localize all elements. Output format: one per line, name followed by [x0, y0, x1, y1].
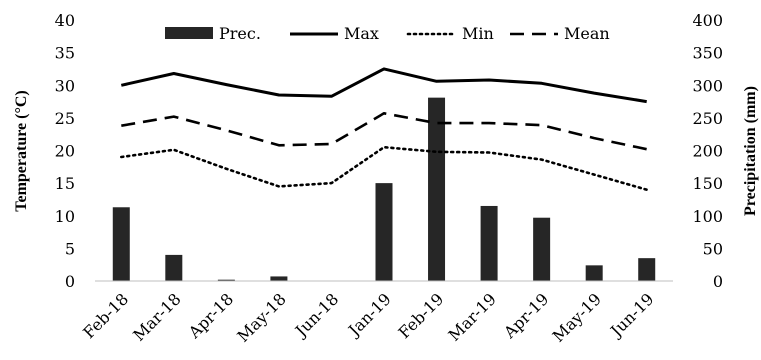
right-tick-label: 250 — [692, 109, 723, 128]
right-tick-label: 0 — [713, 272, 723, 291]
right-tick-label: 100 — [692, 207, 723, 226]
right-tick-label: 150 — [692, 174, 723, 193]
precipitation-bar — [217, 279, 235, 281]
x-tick-label: Jan-19 — [343, 289, 395, 341]
left-tick-label: 5 — [65, 239, 75, 258]
x-tick-label: Feb-18 — [79, 289, 132, 342]
precipitation-bar — [112, 207, 130, 281]
left-tick-label: 40 — [55, 11, 75, 30]
x-tick-label: Feb-19 — [395, 289, 448, 342]
precipitation-bars — [112, 97, 656, 282]
x-tick-label: May-19 — [549, 289, 605, 345]
precipitation-bar — [638, 258, 656, 281]
right-tick-label: 400 — [692, 11, 723, 30]
legend-label-min: Min — [462, 24, 494, 43]
left-tick-label: 10 — [55, 207, 75, 226]
precipitation-bar — [375, 183, 393, 281]
series-line-min — [120, 145, 649, 191]
legend-label-prec: Prec. — [219, 24, 261, 43]
temperature-lines — [120, 67, 649, 191]
x-tick-label: Jun-19 — [605, 289, 657, 341]
x-tick-label: Mar-19 — [445, 289, 500, 344]
left-tick-label: 30 — [55, 76, 75, 95]
left-axis-title: Temperature (°C) — [13, 90, 30, 211]
precipitation-bar — [480, 205, 498, 281]
legend: Prec. Max Min Mean — [165, 24, 610, 43]
right-tick-label: 300 — [692, 76, 723, 95]
x-tick-label: Apr-18 — [184, 289, 237, 342]
series-line-max — [120, 67, 647, 104]
legend-label-max: Max — [344, 24, 379, 43]
x-tick-label: May-18 — [233, 289, 289, 345]
x-tick-label: Apr-19 — [499, 289, 552, 342]
right-axis-title: Precipitation (mm) — [742, 86, 759, 216]
left-tick-label: 0 — [65, 272, 75, 291]
legend-label-mean: Mean — [564, 24, 610, 43]
right-tick-label: 350 — [692, 44, 723, 63]
legend-swatch-prec — [165, 27, 213, 39]
x-tick-label: Mar-18 — [129, 289, 184, 344]
precipitation-bar — [165, 254, 183, 281]
precipitation-bar — [585, 265, 603, 281]
precipitation-bar — [270, 276, 288, 281]
left-axis-ticks: 0 5 10 15 20 25 30 35 40 — [55, 11, 75, 291]
left-tick-label: 35 — [55, 44, 75, 63]
right-axis-ticks: 0 50 100 150 200 250 300 350 400 — [692, 11, 723, 291]
right-tick-label: 200 — [692, 142, 723, 161]
right-tick-label: 50 — [703, 239, 723, 258]
left-tick-label: 25 — [55, 109, 75, 128]
series-line-mean — [121, 112, 647, 151]
left-tick-label: 20 — [55, 142, 75, 161]
precipitation-bar — [428, 97, 446, 282]
precipitation-bar — [533, 217, 551, 281]
left-tick-label: 15 — [55, 174, 75, 193]
x-tick-label: Jun-18 — [290, 289, 342, 341]
